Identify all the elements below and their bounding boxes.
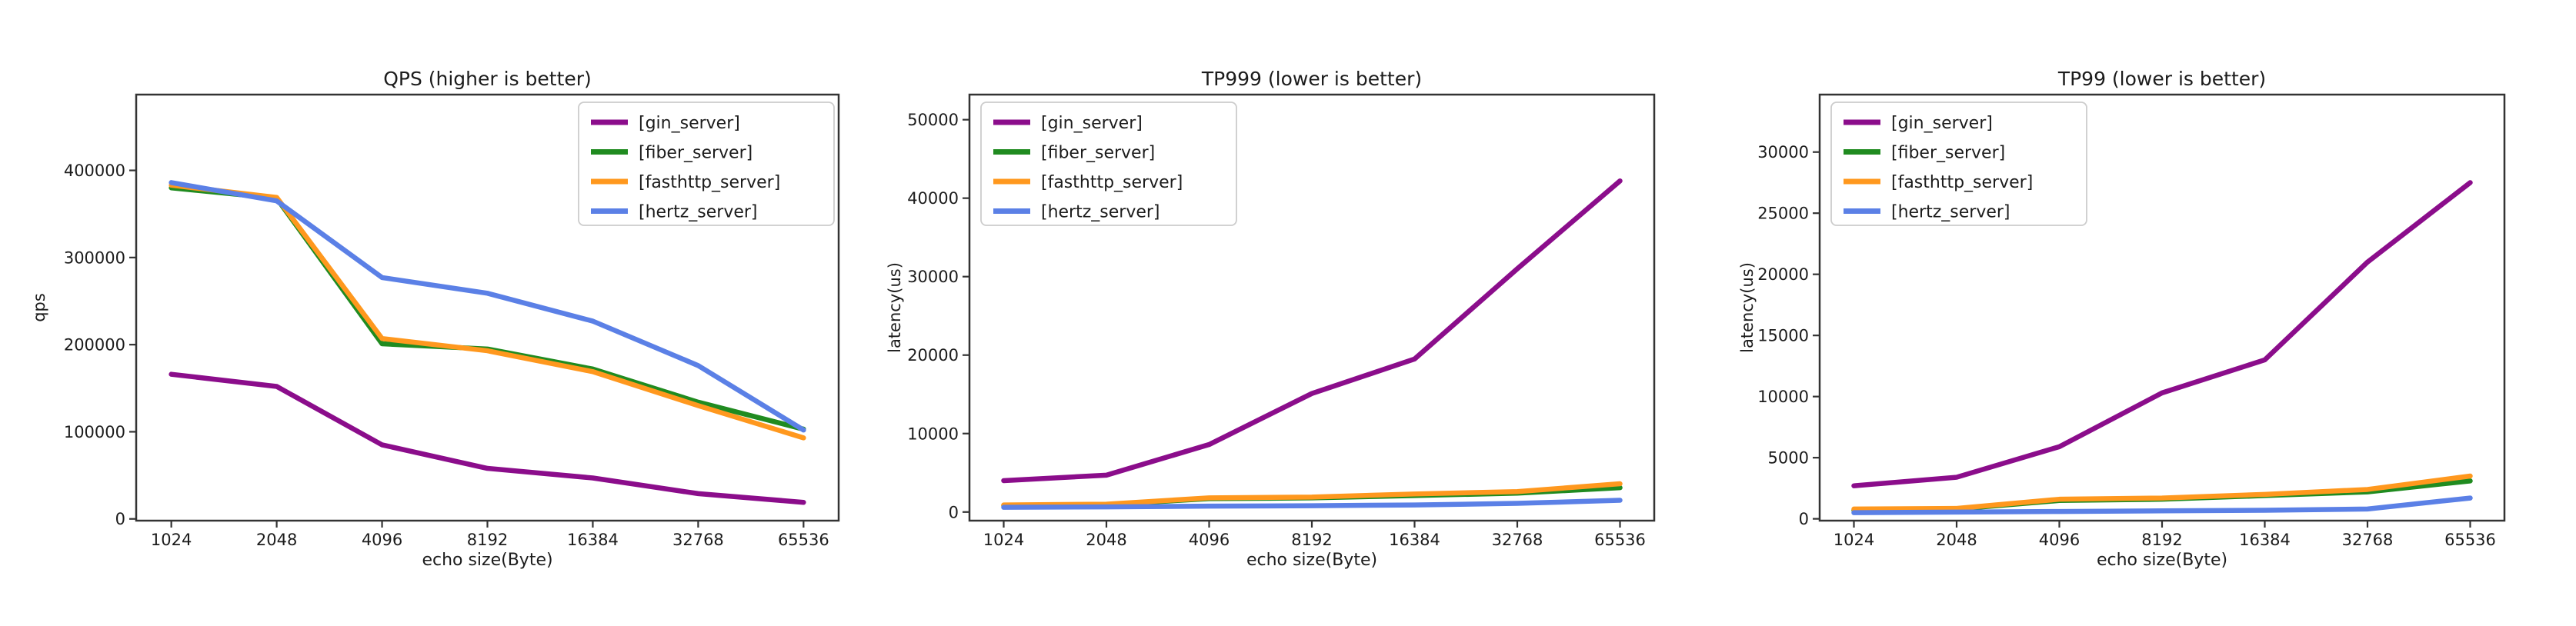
y-tick-label: 15000	[1757, 327, 1809, 345]
series-line-fasthttp-server	[1001, 481, 1623, 508]
y-tick-label: 10000	[1757, 388, 1809, 406]
y-axis-label: qps	[30, 293, 48, 322]
legend-label: [gin_server]	[1041, 114, 1143, 133]
chart-svg-qps: 0 100000 200000 300000 400000 1024 2048 4096 819…	[30, 68, 840, 570]
chart-title: TP99 (lower is better)	[2057, 68, 2266, 90]
legend-label: [hertz_server]	[639, 203, 758, 222]
legend: [gin_server] [fiber_server] [fasthttp_serv…	[980, 102, 1237, 226]
y-tick-label: 20000	[907, 346, 959, 365]
y-tick-label: 5000	[1768, 449, 1809, 468]
series-line-hertz-server	[1851, 495, 2473, 515]
x-tick-label: 32768	[1492, 531, 1543, 549]
legend-label: [fiber_server]	[1041, 144, 1155, 163]
legend-label: [hertz_server]	[1891, 203, 2010, 222]
y-tick-label: 400000	[64, 161, 125, 180]
y-tick-label: 20000	[1757, 265, 1809, 284]
series-line-gin-server	[169, 371, 806, 505]
legend-entry: [fasthttp_server]	[993, 173, 1183, 192]
series-line-fasthttp-server	[1851, 473, 2473, 512]
x-tick-label: 32768	[672, 531, 724, 549]
legend-entry: [fiber_server]	[591, 144, 752, 163]
legend-label: [fiber_server]	[1891, 144, 2005, 163]
y-tick-label: 100000	[64, 423, 125, 441]
legend-box	[980, 102, 1237, 226]
chart-panel-qps: 0 100000 200000 300000 400000 1024 2048 4096 819…	[0, 0, 859, 623]
y-tick-label: 0	[1799, 510, 1809, 528]
x-tick-label: 32768	[2342, 531, 2394, 549]
x-tick-label: 65536	[778, 531, 829, 549]
x-axis-label: echo size(Byte)	[1246, 551, 1377, 570]
y-tick-label: 10000	[907, 425, 959, 443]
chart-title: TP999 (lower is better)	[1201, 68, 1422, 90]
legend-entry: [hertz_server]	[1844, 203, 2010, 222]
x-tick-label: 4096	[2039, 531, 2080, 549]
series-line-hertz-server	[169, 180, 806, 433]
chart-svg-tp999: 0 10000 20000 30000 40000 50000 1024 2048 4096 81…	[886, 68, 1656, 570]
x-tick-label: 16384	[1389, 531, 1440, 549]
legend-entry: [fiber_server]	[993, 144, 1155, 163]
x-tick-label: 8192	[467, 531, 508, 549]
x-axis-label: echo size(Byte)	[422, 551, 552, 570]
x-tick-label: 2048	[256, 531, 297, 549]
series-line-fasthttp-server	[169, 182, 806, 441]
x-tick-label: 65536	[1594, 531, 1646, 549]
legend-entry: [fasthttp_server]	[1844, 173, 2033, 192]
series-line-gin-server	[1851, 180, 2473, 488]
legend-entry: [hertz_server]	[591, 203, 758, 222]
y-tick-label: 300000	[64, 248, 125, 267]
legend-label: [hertz_server]	[1041, 203, 1160, 222]
chart-panel-tp99: 0 5000 10000 15000 20000 25000 30000 1024 2048 40…	[1717, 0, 2576, 623]
chart-svg-tp99: 0 5000 10000 15000 20000 25000 30000 1024 2048 40…	[1738, 68, 2506, 570]
x-tick-label: 16384	[567, 531, 619, 549]
x-tick-label: 4096	[362, 531, 402, 549]
x-tick-label: 1024	[151, 531, 192, 549]
y-axis-label: latency(us)	[1738, 262, 1757, 353]
legend-entry: [hertz_server]	[993, 203, 1160, 222]
series-line-gin-server	[1001, 178, 1623, 484]
legend: [gin_server] [fiber_server] [fasthttp_serv…	[1830, 102, 2087, 226]
legend-entry: [fiber_server]	[1844, 144, 2005, 163]
x-tick-label: 2048	[1086, 531, 1126, 549]
chart-title: QPS (higher is better)	[383, 68, 592, 90]
legend-label: [gin_server]	[639, 114, 740, 133]
legend-entry: [gin_server]	[1844, 114, 1993, 133]
legend-label: [fasthttp_server]	[1891, 173, 2033, 192]
legend-entry: [gin_server]	[591, 114, 740, 133]
y-tick-label: 40000	[907, 189, 959, 208]
legend-label: [gin_server]	[1891, 114, 1993, 133]
x-tick-label: 1024	[1834, 531, 1874, 549]
legend-entry: [fasthttp_server]	[591, 173, 780, 192]
legend-box	[578, 102, 835, 226]
x-tick-label: 2048	[1936, 531, 1977, 549]
y-tick-label: 25000	[1757, 205, 1809, 223]
x-tick-label: 4096	[1189, 531, 1230, 549]
x-tick-label: 8192	[1291, 531, 1332, 549]
x-tick-label: 16384	[2239, 531, 2291, 549]
legend: [gin_server] [fiber_server] [fasthttp_serv…	[578, 102, 835, 226]
legend-label: [fasthttp_server]	[639, 173, 780, 192]
y-tick-label: 50000	[907, 111, 959, 129]
legend-entry: [gin_server]	[993, 114, 1143, 133]
legend-box	[1830, 102, 2087, 226]
x-tick-label: 1024	[983, 531, 1024, 549]
y-tick-label: 0	[949, 503, 959, 521]
x-tick-label: 8192	[2141, 531, 2182, 549]
chart-panel-tp999: 0 10000 20000 30000 40000 50000 1024 2048 4096 81…	[859, 0, 1717, 623]
y-tick-label: 30000	[1757, 143, 1809, 161]
y-tick-label: 0	[115, 510, 125, 528]
legend-label: [fasthttp_server]	[1041, 173, 1183, 192]
y-tick-label: 30000	[907, 268, 959, 286]
y-axis-label: latency(us)	[886, 262, 904, 353]
y-tick-label: 200000	[64, 336, 125, 355]
legend-label: [fiber_server]	[639, 144, 752, 163]
x-axis-label: echo size(Byte)	[2097, 551, 2227, 570]
x-tick-label: 65536	[2444, 531, 2496, 549]
series-line-hertz-server	[1001, 498, 1623, 510]
